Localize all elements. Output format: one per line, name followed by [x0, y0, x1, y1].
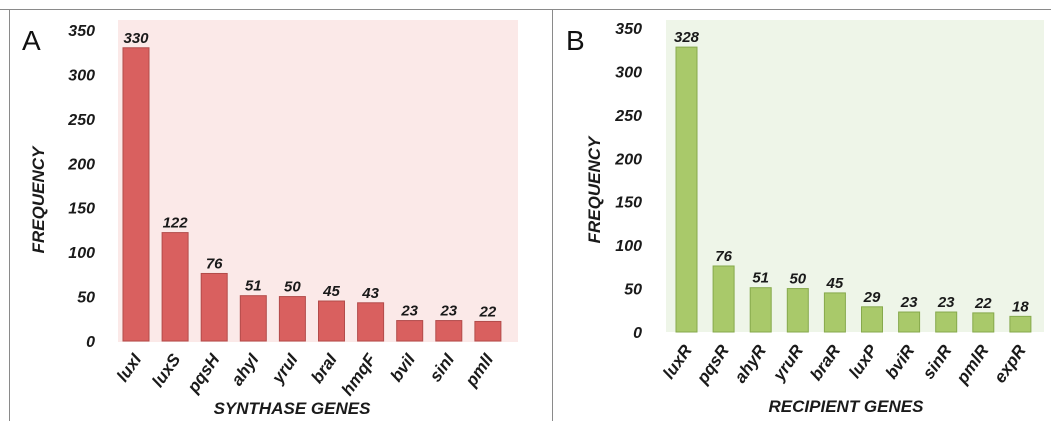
panel-a-data-label-luxI: 330: [123, 30, 149, 47]
panel-b-bar-pqsR: [712, 265, 735, 333]
panel-a-bar-sinI: [435, 320, 463, 342]
panel-b-y-tick-300: 300: [615, 64, 642, 81]
panel-b-data-label-braR: 45: [826, 275, 844, 292]
panel-a-data-label-yruI: 50: [284, 279, 301, 296]
panel-a-synthase-chart: A 0 50 100 150 200 250 300 350 330 122 76 51 50 45 43…: [22, 20, 518, 418]
panel-b-category-expR: expR: [990, 341, 1030, 387]
panel-b-bars: [675, 46, 1032, 333]
panel-b-bar-expR: [1009, 315, 1032, 333]
panel-a-y-tick-200: 200: [67, 156, 95, 173]
panel-b-category-ahyR: ahyR: [731, 341, 771, 387]
panel-b-category-bviR: bviR: [882, 341, 919, 383]
panel-a-bar-yruI: [278, 296, 306, 342]
panel-a-y-tick-0: 0: [86, 334, 95, 351]
panel-a-data-label-hmqF: 43: [361, 285, 379, 302]
panel-a-data-label-ahyI: 51: [245, 278, 262, 295]
panel-a-category-hmqF: hmqF: [338, 350, 380, 399]
panel-a-category-luxS: luxS: [148, 350, 185, 391]
panel-b-bar-bviR: [898, 311, 921, 333]
panel-b-data-label-luxR: 328: [674, 29, 700, 46]
panel-b-data-label-expR: 18: [1012, 298, 1029, 315]
panel-b-y-tick-50: 50: [624, 282, 642, 299]
panel-b-category-luxP: luxP: [845, 341, 882, 382]
panel-a-bars: [122, 47, 502, 342]
panel-a-data-labels: 330 122 76 51 50 45 43 23 23 22: [123, 30, 496, 321]
panel-a-bar-luxS: [161, 232, 189, 342]
panel-a-bar-braI: [318, 300, 345, 342]
panel-a-letter: A: [22, 25, 41, 56]
panel-b-bar-ahyR: [749, 287, 772, 333]
panel-b-data-label-ahyR: 51: [752, 270, 769, 287]
panel-a-data-label-pqsH: 76: [206, 255, 223, 272]
panel-a-y-tick-350: 350: [68, 23, 95, 40]
panel-a-y-tick-50: 50: [77, 290, 95, 307]
panel-b-y-tick-250: 250: [614, 108, 642, 125]
panel-b-category-sinR: sinR: [919, 341, 956, 383]
panel-b-y-tick-0: 0: [633, 325, 642, 342]
panel-b-data-label-luxP: 29: [863, 289, 881, 306]
panel-a-data-label-pmlI: 22: [479, 303, 497, 320]
panel-a-bar-pmlI: [474, 320, 502, 342]
panel-b-y-tick-350: 350: [615, 21, 642, 38]
panel-b-data-label-yruR: 50: [789, 271, 806, 288]
panel-a-data-label-luxS: 122: [163, 215, 189, 232]
panel-a-category-sinI: sinI: [426, 349, 459, 385]
panel-b-category-luxR: luxR: [659, 341, 696, 383]
panel-a-y-tick-150: 150: [68, 201, 95, 218]
panel-a-category-bviI: bviI: [387, 349, 420, 385]
panel-b-y-tick-200: 200: [614, 151, 642, 168]
panel-a-category-luxI: luxI: [113, 349, 146, 385]
panel-b-category-yruR: yruR: [769, 341, 808, 385]
panel-a-bar-ahyI: [239, 295, 267, 342]
panel-b-category-pmlR: pmlR: [952, 341, 993, 388]
panel-b-bar-yruR: [786, 288, 809, 333]
panel-a-y-tick-250: 250: [67, 112, 95, 129]
panel-b-data-label-pqsR: 76: [715, 248, 732, 265]
panel-b-letter: B: [566, 25, 585, 56]
panel-a-data-label-sinI: 23: [439, 303, 457, 320]
panel-b-x-axis-title: RECIPIENT GENES: [769, 397, 925, 416]
panel-b-y-ticks: 0 50 100 150 200 250 300 350: [614, 21, 642, 342]
panel-b-data-label-pmlR: 22: [974, 295, 992, 312]
panel-b-recipient-chart: B 0 50 100 150 200 250 300 350 328 76 51 50 45 29 23 2…: [566, 20, 1044, 416]
panel-b-bar-luxP: [861, 306, 883, 333]
panel-b-bar-luxR: [675, 46, 698, 333]
panel-b-y-tick-150: 150: [615, 195, 642, 212]
panel-a-y-tick-300: 300: [68, 67, 95, 84]
panel-a-category-braI: braI: [307, 349, 341, 386]
panel-b-data-label-sinR: 23: [937, 294, 955, 311]
panel-a-category-ahyI: ahyI: [227, 349, 263, 389]
panel-a-bar-luxI: [122, 47, 150, 342]
panel-a-category-pqsH: pqsH: [183, 350, 224, 397]
panel-b-y-axis-title: FREQUENCY: [585, 135, 604, 243]
panel-a-y-tick-100: 100: [68, 245, 95, 262]
panel-a-bar-bviI: [396, 320, 424, 342]
panel-b-category-braR: braR: [806, 341, 844, 384]
panel-a-bar-hmqF: [357, 302, 385, 342]
panel-a-y-axis-title: FREQUENCY: [29, 145, 48, 253]
panel-a-category-yruI: yruI: [268, 349, 303, 387]
panel-a-data-label-bviI: 23: [400, 303, 418, 320]
panel-a-category-pmlI: pmlI: [461, 349, 498, 390]
panel-b-data-labels: 328 76 51 50 45 29 23 23 22 18: [674, 29, 1029, 315]
panel-a-data-label-braI: 45: [322, 283, 340, 300]
panel-a-bar-pqsH: [200, 272, 228, 342]
panel-a-x-axis-title: SYNTHASE GENES: [214, 399, 371, 418]
panel-a-y-ticks: 0 50 100 150 200 250 300 350: [67, 23, 95, 351]
panel-b-data-label-bviR: 23: [900, 294, 918, 311]
panel-b-bar-braR: [823, 292, 846, 333]
panel-b-bar-pmlR: [972, 312, 995, 333]
panel-b-y-tick-100: 100: [615, 238, 642, 255]
panel-b-category-pqsR: pqsR: [692, 341, 733, 388]
panel-b-bar-sinR: [935, 311, 958, 333]
